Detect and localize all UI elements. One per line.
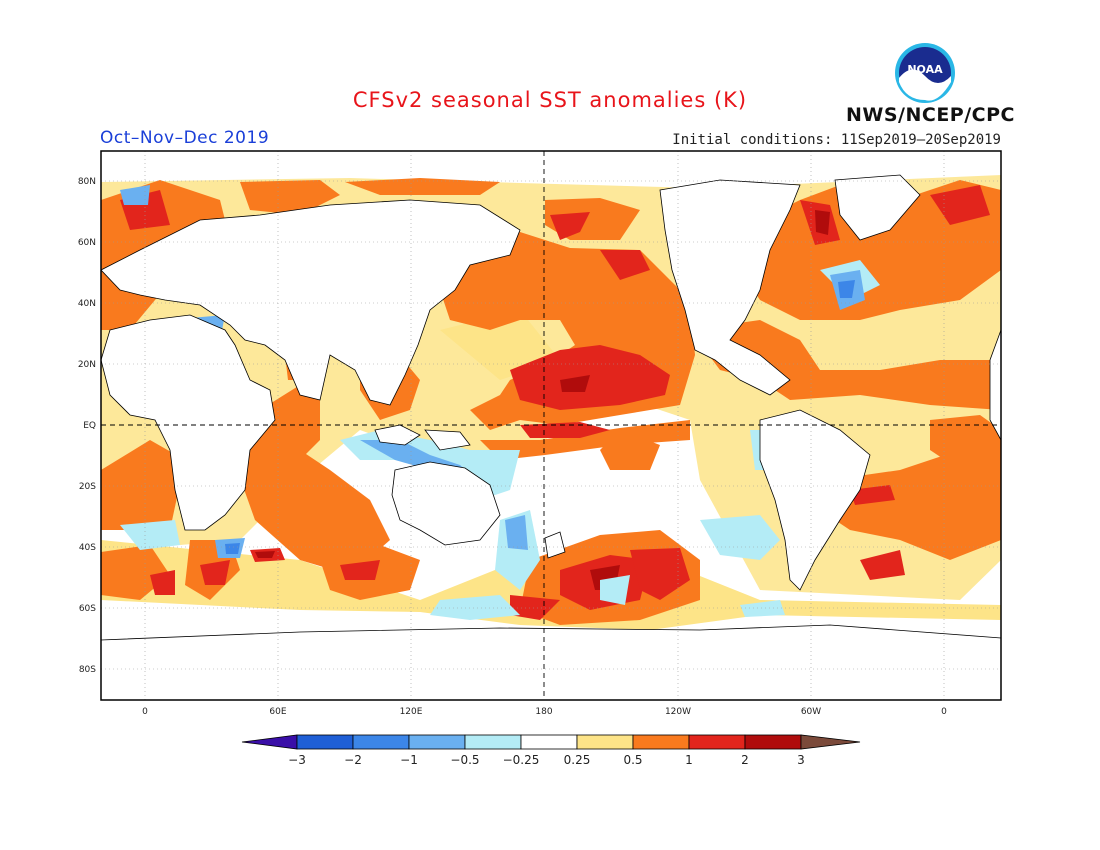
australia-landmass	[391, 461, 501, 546]
colorbar-label: 0.5	[623, 753, 642, 767]
colorbar-label: −0.5	[450, 753, 479, 767]
colorbar-label: 3	[797, 753, 805, 767]
colorbar-label: −0.25	[503, 753, 540, 767]
lat-label: 20N	[78, 360, 96, 370]
lon-label: 60W	[801, 707, 821, 717]
new-zealand-landmass	[544, 531, 566, 559]
longitude-labels: 0 60E 120E 180 120W 60W 0	[142, 707, 947, 717]
colorbar-label: 0.25	[564, 753, 591, 767]
colorbar-segment	[632, 734, 690, 750]
north-america-landmass	[659, 179, 801, 396]
map-frame	[100, 150, 1002, 701]
africa-landmass	[101, 314, 276, 531]
lat-label: 60S	[79, 604, 96, 614]
lon-label: 0	[941, 707, 947, 717]
lat-label: 80S	[79, 665, 96, 675]
logo-text: NOAA	[907, 63, 943, 76]
agency-label: NWS/NCEP/CPC	[846, 104, 1015, 126]
lon-label: 60E	[269, 707, 286, 717]
lon-label: 120W	[665, 707, 691, 717]
lon-label: 180	[535, 707, 552, 717]
colorbar-label: −1	[400, 753, 418, 767]
new-guinea-landmass	[424, 429, 471, 451]
noaa-logo-icon: NOAA	[895, 43, 955, 103]
colorbar-labels: −3 −2 −1 −0.5 −0.25 0.25 0.5 1 2 3	[288, 753, 805, 767]
eurasia-landmass	[101, 199, 521, 406]
colorbar-segment	[464, 734, 522, 750]
anomaly-layer-1-2	[120, 185, 990, 620]
latitude-labels: 80N 60N 40N 20N EQ 20S 40S 60S 80S	[78, 177, 96, 675]
colorbar-segment	[744, 734, 802, 750]
colorbar-max-arrow	[800, 734, 861, 750]
antarctica-landmass	[101, 624, 1001, 700]
lat-label: 80N	[78, 177, 96, 187]
map-title: CFSv2 seasonal SST anomalies (K)	[352, 88, 748, 112]
colorbar-segment	[408, 734, 466, 750]
colorbar-label: −2	[344, 753, 362, 767]
continents	[101, 174, 1001, 700]
forecast-period: Oct–Nov–Dec 2019	[100, 128, 270, 148]
lat-label: 40S	[79, 543, 96, 553]
greenland-landmass	[834, 174, 921, 241]
lat-label: 60N	[78, 238, 96, 248]
lon-label: 120E	[400, 707, 423, 717]
colorbar-label: 1	[685, 753, 693, 767]
colorbar-segment	[576, 734, 634, 750]
colorbar-segment	[688, 734, 746, 750]
colorbar-segment	[520, 734, 578, 750]
lat-label: 40N	[78, 299, 96, 309]
colorbar-segment	[296, 734, 354, 750]
lon-label: 0	[142, 707, 148, 717]
south-america-landmass	[759, 409, 871, 591]
anomaly-field	[101, 175, 1001, 630]
lat-label: EQ	[83, 421, 96, 431]
indonesia-landmass	[374, 424, 421, 446]
colorbar-min-arrow	[241, 734, 298, 750]
lat-label: 20S	[79, 482, 96, 492]
colorbar-label: 2	[741, 753, 749, 767]
colorbar-label: −3	[288, 753, 306, 767]
colorbar-segment	[352, 734, 410, 750]
colorbar	[241, 734, 861, 750]
initial-conditions: Initial conditions: 11Sep2019–20Sep2019	[672, 132, 1001, 148]
